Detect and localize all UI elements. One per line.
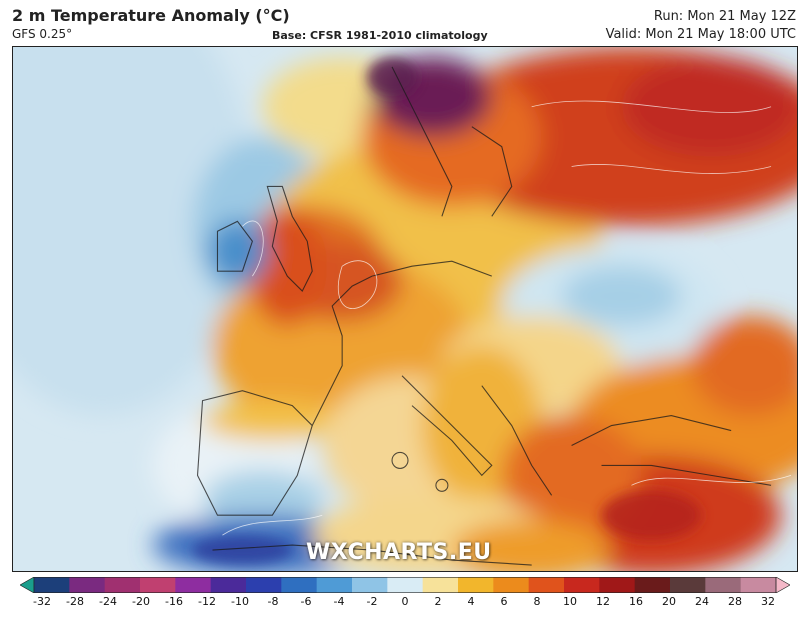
colorbar-tick-label: 4 bbox=[467, 595, 475, 608]
colorbar-tick-label: 2 bbox=[434, 595, 442, 608]
colorbar-tick-label: 32 bbox=[761, 595, 775, 608]
valid-time-label: Valid: Mon 21 May 18:00 UTC bbox=[605, 27, 796, 42]
page-title: 2 m Temperature Anomaly (°C) bbox=[12, 6, 290, 25]
colorbar-cell bbox=[281, 577, 318, 593]
colorbar-arrow-left bbox=[20, 577, 35, 593]
colorbar-cell bbox=[740, 577, 777, 593]
colorbar bbox=[20, 577, 790, 593]
colorbar-tick-label: 8 bbox=[533, 595, 541, 608]
climatology-base-label: Base: CFSR 1981-2010 climatology bbox=[272, 29, 488, 42]
colorbar-cell bbox=[528, 577, 565, 593]
colorbar-cell bbox=[493, 577, 530, 593]
anomaly-map bbox=[12, 46, 798, 572]
watermark-logo: WXCHARTS.EU bbox=[306, 540, 492, 565]
colorbar-cell bbox=[34, 577, 70, 593]
colorbar-cell bbox=[670, 577, 706, 593]
colorbar-tick-label: -2 bbox=[366, 595, 378, 608]
colorbar-tick-label: -16 bbox=[165, 595, 183, 608]
colorbar-tick-label: -24 bbox=[99, 595, 117, 608]
colorbar-cell bbox=[104, 577, 141, 593]
colorbar-tick-label: -4 bbox=[333, 595, 345, 608]
colorbar-cell bbox=[352, 577, 388, 593]
colorbar-cell bbox=[458, 577, 494, 593]
colorbar-ticks: -32 -28 -24 -20 -16 -12 -10 -8 -6 -4 -2 0 2 4 6 8 10 12 16… bbox=[0, 595, 810, 611]
colorbar-cell bbox=[175, 577, 212, 593]
colorbar-arrow-right bbox=[775, 577, 790, 593]
colorbar-tick-label: 24 bbox=[695, 595, 709, 608]
colorbar-tick-label: -8 bbox=[267, 595, 279, 608]
map-land-icon bbox=[13, 47, 797, 571]
colorbar-tick-label: -12 bbox=[198, 595, 216, 608]
colorbar-tick-label: 0 bbox=[401, 595, 409, 608]
colorbar-cell bbox=[69, 577, 106, 593]
colorbar-cell bbox=[634, 577, 671, 593]
colorbar-cell bbox=[599, 577, 636, 593]
colorbar-frame bbox=[33, 577, 777, 593]
colorbar-tick-label: 10 bbox=[563, 595, 577, 608]
colorbar-tick-label: -6 bbox=[300, 595, 312, 608]
colorbar-tick-label: 20 bbox=[662, 595, 676, 608]
colorbar-cell bbox=[422, 577, 459, 593]
colorbar-cell bbox=[210, 577, 247, 593]
colorbar-tick-label: -28 bbox=[66, 595, 84, 608]
colorbar-cell bbox=[564, 577, 600, 593]
colorbar-tick-label: 6 bbox=[500, 595, 508, 608]
colorbar-tick-label: -32 bbox=[33, 595, 51, 608]
colorbar-cell bbox=[387, 577, 424, 593]
colorbar-cell bbox=[705, 577, 742, 593]
model-label: GFS 0.25° bbox=[12, 27, 73, 41]
colorbar-tick-label: 12 bbox=[596, 595, 610, 608]
run-time-label: Run: Mon 21 May 12Z bbox=[653, 9, 796, 24]
colorbar-cell bbox=[316, 577, 353, 593]
colorbar-cell bbox=[140, 577, 176, 593]
colorbar-tick-label: 28 bbox=[728, 595, 742, 608]
colorbar-tick-label: 16 bbox=[629, 595, 643, 608]
colorbar-cell bbox=[246, 577, 282, 593]
colorbar-tick-label: -20 bbox=[132, 595, 150, 608]
colorbar-tick-label: -10 bbox=[231, 595, 249, 608]
